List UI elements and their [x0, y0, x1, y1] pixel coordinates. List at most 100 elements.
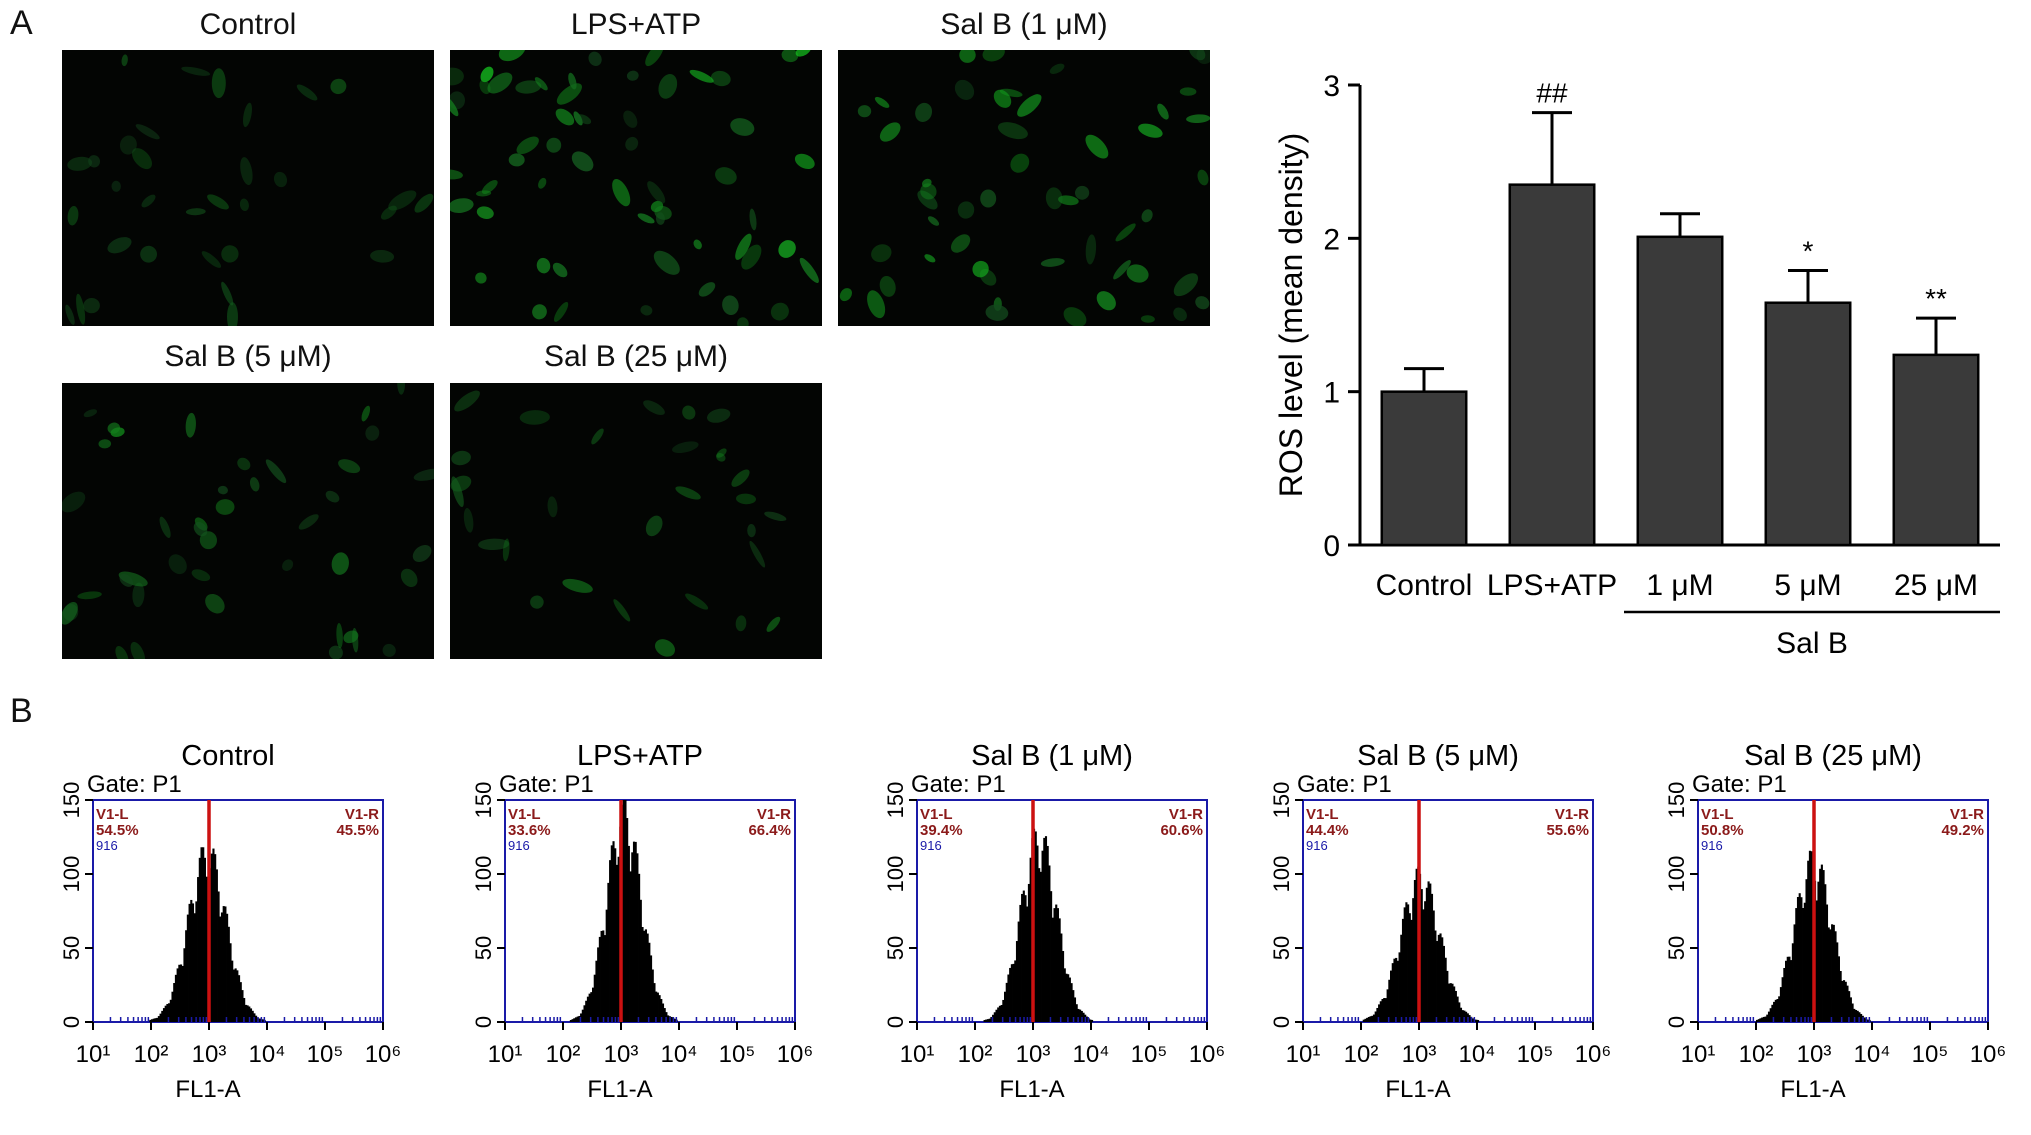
- cell-shape: [741, 244, 762, 270]
- histogram-bin: [1072, 990, 1075, 1022]
- cell-shape: [1186, 114, 1210, 124]
- cell-shape: [1096, 291, 1116, 311]
- cell-shape: [1075, 185, 1090, 200]
- histogram-bin: [1767, 1011, 1771, 1022]
- histogram-bin: [193, 913, 196, 1022]
- histogram-bin: [1436, 941, 1439, 1022]
- cell-shape: [502, 538, 510, 562]
- x-axis-label: FL1-A: [999, 1076, 1064, 1103]
- histogram-bin: [186, 914, 189, 1022]
- cell-shape: [240, 157, 253, 186]
- cell-shape: [1063, 307, 1087, 326]
- x-tick-label: 10³: [192, 1041, 227, 1068]
- micrograph-canvas: [450, 390, 787, 657]
- x-tick-label: 1 μM: [1646, 569, 1713, 602]
- cell-shape: [655, 212, 665, 225]
- cell-shape: [62, 491, 86, 513]
- histogram-title: Sal B (1 μM): [971, 740, 1133, 772]
- x-tick-label: 10⁶: [1575, 1041, 1612, 1068]
- histogram-bin: [1362, 1019, 1365, 1022]
- cell-shape: [237, 457, 251, 471]
- cell-shape: [119, 573, 134, 587]
- histogram-bin: [1026, 906, 1029, 1022]
- micrograph-salb-5: [62, 383, 434, 659]
- right-gate-percent: 60.6%: [1160, 822, 1203, 839]
- y-tick-label: 50: [1269, 936, 1294, 960]
- histogram-bin: [1831, 924, 1834, 1022]
- histogram-bin: [1000, 1004, 1003, 1022]
- micrograph-canvas: [62, 383, 434, 659]
- bar: [1380, 390, 1468, 547]
- histogram-bin: [1825, 904, 1829, 1022]
- cell-shape: [795, 50, 812, 57]
- cell-shape: [475, 272, 487, 284]
- histogram-bin: [1762, 1016, 1765, 1022]
- cell-shape: [959, 50, 976, 63]
- histogram-bin: [605, 909, 608, 1022]
- histogram-bin: [1398, 952, 1401, 1022]
- x-tick-label: 10⁶: [365, 1041, 402, 1068]
- cell-shape: [675, 486, 701, 500]
- y-tick-label: 1: [1323, 377, 1340, 410]
- x-tick-label: 10⁴: [1458, 1041, 1495, 1068]
- y-tick-label: 100: [471, 856, 496, 893]
- histogram-bin: [1779, 987, 1782, 1022]
- cell-shape: [588, 51, 602, 67]
- histogram-bin: [573, 1018, 576, 1022]
- histogram-bin: [1441, 937, 1444, 1022]
- histogram-bin: [655, 991, 658, 1022]
- left-gate-label: V1-L: [1306, 806, 1339, 823]
- histogram-bin: [1790, 960, 1793, 1022]
- cell-shape: [1179, 87, 1197, 96]
- histogram-bin: [188, 903, 191, 1022]
- event-count: 916: [508, 838, 530, 853]
- cell-shape: [1045, 187, 1063, 210]
- x-tick-label: Control: [1376, 569, 1473, 602]
- histogram-bin: [1785, 960, 1788, 1022]
- cell-shape: [857, 105, 872, 118]
- cell-shape: [766, 616, 781, 632]
- histogram-bin: [988, 1018, 991, 1022]
- cell-shape: [920, 183, 937, 200]
- cell-shape: [612, 178, 631, 207]
- cell-shape: [532, 304, 547, 320]
- histogram-bin: [663, 1008, 666, 1022]
- histogram-bin: [576, 1016, 579, 1022]
- histogram-bin: [1374, 1011, 1377, 1022]
- histogram-bin: [1771, 1004, 1774, 1022]
- cell-shape: [954, 79, 975, 100]
- y-axis-label: ROS level (mean density): [1273, 133, 1309, 498]
- cell-shape: [735, 615, 747, 632]
- histogram-bin: [1048, 865, 1051, 1022]
- histogram-bin: [1407, 904, 1410, 1022]
- y-tick-label: 150: [883, 782, 908, 819]
- histogram-bin: [631, 852, 634, 1022]
- cell-shape: [185, 208, 206, 216]
- histogram-bin: [1383, 998, 1386, 1022]
- cell-shape: [625, 136, 639, 151]
- histogram-bin: [1393, 958, 1396, 1022]
- histogram-bin: [627, 845, 630, 1022]
- x-tick-label: 10¹: [1286, 1041, 1321, 1068]
- cell-shape: [463, 508, 474, 533]
- histogram-bin: [1810, 851, 1813, 1022]
- histogram-bin: [1060, 933, 1063, 1022]
- histogram-bin: [1065, 973, 1068, 1022]
- histogram-bin: [1366, 1017, 1369, 1022]
- x-tick-label: 10⁵: [307, 1041, 344, 1068]
- histogram-bin: [1863, 1017, 1866, 1022]
- histogram-bin: [629, 871, 632, 1022]
- x-tick-label: 10⁵: [1131, 1041, 1168, 1068]
- cell-shape: [67, 205, 79, 226]
- histogram-bin: [1434, 930, 1437, 1022]
- histogram-bin: [195, 901, 198, 1022]
- cell-shape: [65, 304, 75, 325]
- cell-shape: [77, 591, 102, 600]
- histogram-bin: [607, 882, 610, 1022]
- right-gate-percent: 45.5%: [336, 822, 379, 839]
- left-gate-label: V1-L: [920, 806, 953, 823]
- cell-shape: [927, 216, 940, 226]
- histogram-bin: [255, 1015, 258, 1022]
- cell-shape: [957, 201, 975, 219]
- cell-shape: [338, 459, 361, 474]
